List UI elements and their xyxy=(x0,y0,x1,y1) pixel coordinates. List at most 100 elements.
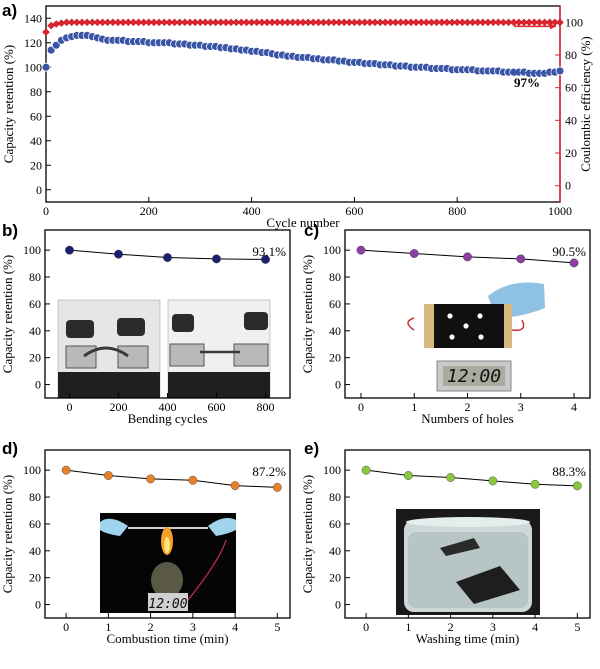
y-tick-label: 60 xyxy=(29,297,41,311)
efficiency-point xyxy=(247,18,256,27)
combustion-test-photo: 12:00 xyxy=(100,513,236,613)
y-tick-label: 0 xyxy=(35,378,41,392)
efficiency-point xyxy=(283,18,292,27)
efficiency-point xyxy=(211,18,220,27)
efficiency-point xyxy=(191,18,199,27)
x-tick-label: 0 xyxy=(43,204,49,218)
y-tick-label: 140 xyxy=(24,11,42,25)
efficiency-point xyxy=(355,18,364,27)
y-tick-label: 100 xyxy=(23,463,41,477)
y-tick-label: 60 xyxy=(329,517,341,531)
x-tick-label: 600 xyxy=(345,204,363,218)
efficiency-point xyxy=(504,18,513,27)
data-point xyxy=(230,481,240,491)
y2-tick-label: 40 xyxy=(565,113,577,127)
efficiency-point xyxy=(160,18,169,27)
retention-point xyxy=(41,62,51,72)
chart-d: 0 1 2 3 4 5 0 20 40 60 80 100 Combustion time (min) C… xyxy=(0,449,291,646)
efficiency-point xyxy=(360,18,369,27)
x-tick-label: 4 xyxy=(532,620,538,634)
data-point xyxy=(409,249,419,258)
efficiency-point xyxy=(144,18,153,27)
efficiency-point xyxy=(350,18,359,27)
efficiency-point xyxy=(396,18,405,27)
efficiency-point xyxy=(412,18,420,27)
plot-frame xyxy=(44,449,291,619)
efficiency-arrow-head xyxy=(550,23,556,30)
y2-tick-label: 80 xyxy=(565,48,577,62)
efficiency-point xyxy=(489,18,498,27)
efficiency-point xyxy=(443,18,451,27)
efficiency-point xyxy=(345,18,354,27)
punched-device-photo: 12:00 xyxy=(407,282,545,392)
y-tick-label: 20 xyxy=(29,571,41,585)
efficiency-point xyxy=(252,18,261,27)
y-tick-label: 80 xyxy=(29,270,41,284)
efficiency-point xyxy=(479,18,487,27)
y-tick-label: 120 xyxy=(24,36,42,50)
data-point xyxy=(356,245,366,255)
efficiency-point xyxy=(180,18,189,27)
washing-test-photo xyxy=(396,509,540,615)
x-tick-label: 3 xyxy=(190,620,196,634)
efficiency-point xyxy=(432,18,441,27)
efficiency-point xyxy=(129,18,138,27)
y-tick-label: 100 xyxy=(24,60,42,74)
clock-display-c: 12:00 xyxy=(447,366,501,387)
data-point xyxy=(61,465,71,475)
x-axis-label: Cycle number xyxy=(266,215,340,230)
efficiency-point xyxy=(335,18,343,27)
efficiency-point xyxy=(108,18,117,27)
chart-a: 0 200 400 600 800 1000020406080100120140Cycle… xyxy=(1,5,593,230)
x-axis-label: Bending cycles xyxy=(128,411,208,426)
y-tick-label: 100 xyxy=(23,243,41,257)
x-tick-label: 0 xyxy=(67,400,73,414)
x-tick-label: 1 xyxy=(405,620,411,634)
final-value-annotation: 93.1% xyxy=(252,244,286,259)
efficiency-point xyxy=(299,18,307,27)
panel-label-d: d) xyxy=(2,439,18,458)
efficiency-point xyxy=(484,18,492,27)
data-point xyxy=(146,474,156,484)
y-tick-label: 60 xyxy=(29,517,41,531)
efficiency-point xyxy=(386,18,395,27)
efficiency-point xyxy=(62,18,71,27)
y-tick-label: 100 xyxy=(323,463,341,477)
efficiency-point xyxy=(216,18,225,27)
series-line xyxy=(66,469,278,488)
y2-tick-label: 0 xyxy=(565,179,571,193)
efficiency-axis-arrow xyxy=(514,22,556,28)
efficiency-point xyxy=(437,18,446,27)
final-value-annotation: 87.2% xyxy=(252,464,286,479)
efficiency-point xyxy=(114,18,122,27)
data-point xyxy=(361,465,371,475)
data-point xyxy=(272,482,282,492)
plot-frame xyxy=(344,449,591,619)
efficiency-point xyxy=(175,18,184,27)
efficiency-point xyxy=(453,18,462,27)
efficiency-point xyxy=(365,18,374,27)
x-tick-label: 1 xyxy=(411,400,417,414)
y-tick-label: 60 xyxy=(329,297,341,311)
data-point xyxy=(114,249,123,259)
efficiency-point xyxy=(324,18,333,27)
data-point xyxy=(212,254,221,264)
panel-label-e: e) xyxy=(304,439,319,458)
efficiency-point xyxy=(150,18,158,27)
efficiency-point xyxy=(263,18,271,27)
panel-label-c: c) xyxy=(304,221,319,240)
efficiency-point xyxy=(227,18,235,27)
efficiency-point xyxy=(381,18,390,27)
retention-axis-arrow xyxy=(510,68,551,74)
y-axis-label: Capacity retention (%) xyxy=(0,255,15,373)
clock-display-d: 12:00 xyxy=(148,597,187,612)
efficiency-point xyxy=(468,18,477,27)
y-tick-label: 0 xyxy=(335,598,341,612)
y-tick-label: 60 xyxy=(30,109,42,123)
y-tick-label: 20 xyxy=(29,351,41,365)
x-tick-label: 4 xyxy=(571,400,577,414)
retention-annotation: 97% xyxy=(514,75,540,90)
y-tick-label: 100 xyxy=(323,243,341,257)
efficiency-point xyxy=(186,18,194,27)
